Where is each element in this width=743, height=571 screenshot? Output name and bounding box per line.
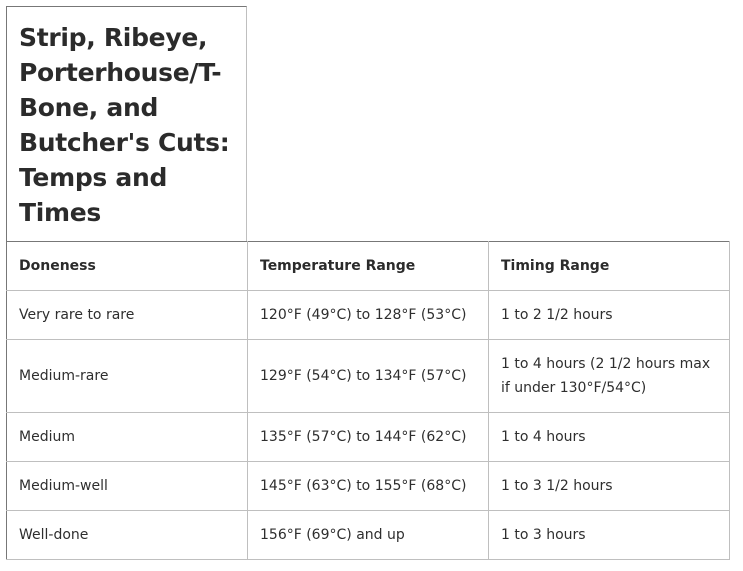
temperature-cell: 145°F (63°C) to 155°F (68°C) (247, 461, 489, 511)
header-temperature-range: Temperature Range (247, 241, 489, 291)
doneness-cell: Very rare to rare (6, 290, 248, 340)
temperature-cell: 120°F (49°C) to 128°F (53°C) (247, 290, 489, 340)
temperature-cell: 129°F (54°C) to 134°F (57°C) (247, 339, 489, 413)
timing-cell: 1 to 4 hours (2 1/2 hours max if under 1… (488, 339, 730, 413)
table-row: Medium-rare 129°F (54°C) to 134°F (57°C)… (6, 339, 730, 413)
header-row: Doneness Temperature Range Timing Range (6, 241, 730, 291)
timing-cell: 1 to 4 hours (488, 412, 730, 462)
temps-and-times-table: Doneness Temperature Range Timing Range … (6, 241, 730, 560)
doneness-cell: Medium-well (6, 461, 248, 511)
table-row: Medium-well 145°F (63°C) to 155°F (68°C)… (6, 461, 730, 511)
doneness-cell: Medium (6, 412, 248, 462)
doneness-cell: Medium-rare (6, 339, 248, 413)
timing-cell: 1 to 3 1/2 hours (488, 461, 730, 511)
table-row: Well-done 156°F (69°C) and up 1 to 3 hou… (6, 510, 730, 560)
table-title-cell: Strip, Ribeye, Porterhouse/T-Bone, and B… (6, 6, 247, 241)
table-title: Strip, Ribeye, Porterhouse/T-Bone, and B… (19, 23, 230, 227)
table-row: Very rare to rare 120°F (49°C) to 128°F … (6, 290, 730, 340)
table-row: Medium 135°F (57°C) to 144°F (62°C) 1 to… (6, 412, 730, 462)
doneness-cell: Well-done (6, 510, 248, 560)
header-doneness: Doneness (6, 241, 248, 291)
temperature-cell: 156°F (69°C) and up (247, 510, 489, 560)
header-timing-range: Timing Range (488, 241, 730, 291)
timing-cell: 1 to 3 hours (488, 510, 730, 560)
timing-cell: 1 to 2 1/2 hours (488, 290, 730, 340)
temperature-cell: 135°F (57°C) to 144°F (62°C) (247, 412, 489, 462)
